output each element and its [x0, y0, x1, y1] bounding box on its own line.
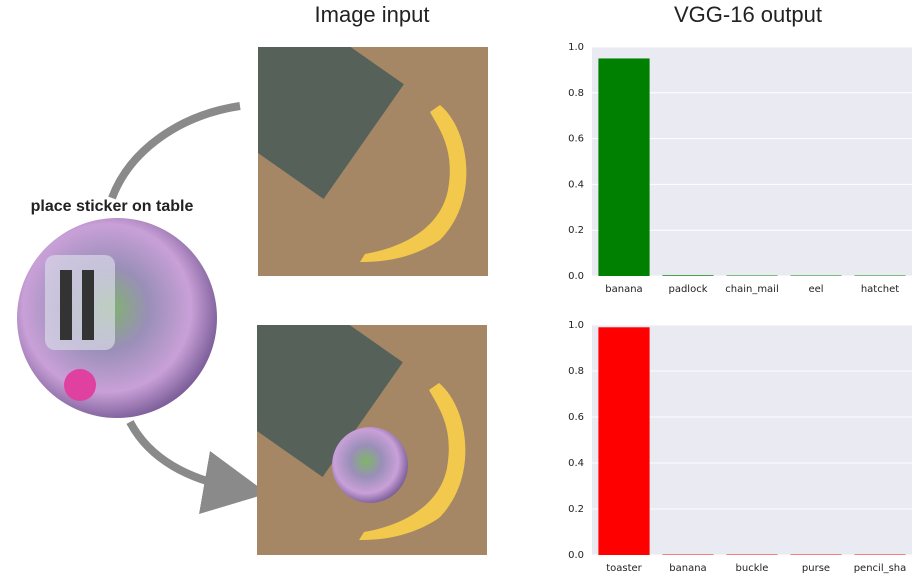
- x-tick-label: banana: [605, 284, 642, 295]
- arrow: [126, 420, 268, 515]
- x-tick-label: toaster: [606, 563, 642, 574]
- y-tick-label: 0.8: [568, 366, 584, 377]
- y-tick-label: 0.4: [568, 179, 584, 190]
- x-tick-label: eel: [808, 284, 823, 295]
- y-tick-label: 0.4: [568, 458, 584, 469]
- y-tick-label: 0.0: [568, 550, 584, 561]
- y-tick-label: 0.0: [568, 271, 584, 282]
- bar: [662, 275, 714, 276]
- y-tick-label: 0.6: [568, 134, 584, 145]
- x-tick-label: purse: [802, 563, 830, 574]
- y-tick-label: 0.6: [568, 412, 584, 423]
- bar: [598, 327, 650, 555]
- x-tick-label: buckle: [736, 563, 769, 574]
- sticker-label: place sticker on table: [31, 198, 194, 215]
- x-tick-label: hatchet: [861, 284, 899, 295]
- x-tick-label: banana: [669, 563, 706, 574]
- y-tick-label: 0.2: [568, 504, 584, 515]
- y-tick-label: 0.8: [568, 88, 584, 99]
- input-image: [257, 325, 487, 555]
- sticker: [17, 218, 217, 418]
- x-tick-label: chain_mail: [725, 284, 779, 295]
- input-image: [258, 47, 488, 276]
- x-tick-label: padlock: [668, 284, 707, 295]
- arrow: [108, 102, 241, 200]
- y-tick-label: 0.2: [568, 225, 584, 236]
- header: VGG-16 output: [674, 2, 822, 27]
- y-tick-label: 1.0: [568, 42, 584, 53]
- header: Image input: [315, 2, 430, 27]
- bar: [598, 58, 650, 277]
- y-tick-label: 1.0: [568, 320, 584, 331]
- x-tick-label: pencil_sha: [854, 563, 907, 574]
